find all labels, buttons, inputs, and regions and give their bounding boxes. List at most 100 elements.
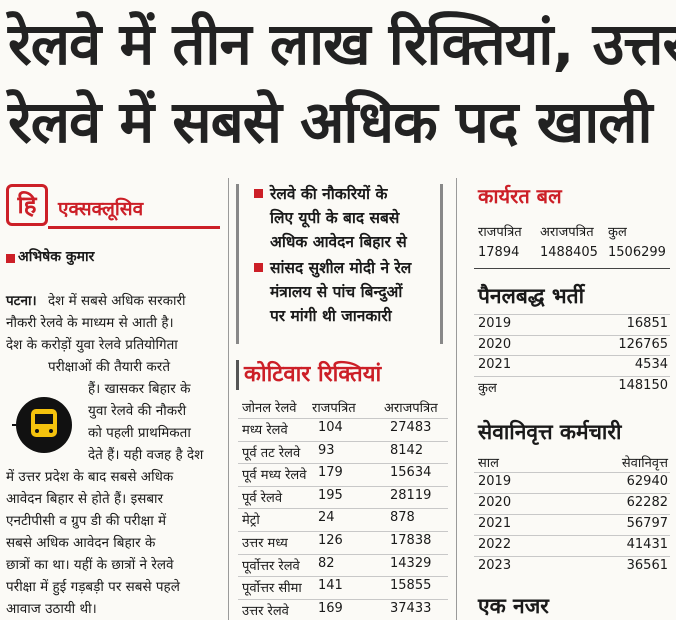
- byline: अभिषेक कुमार: [18, 249, 95, 265]
- row-rule: [474, 314, 670, 315]
- table-cell: 104: [318, 420, 343, 435]
- row-rule: [238, 508, 448, 510]
- table-header: जोनल रेलवे: [242, 401, 297, 416]
- section-heading: सेवानिवृत्त कर्मचारी: [478, 420, 622, 444]
- row-label: उत्तर रेलवे: [242, 603, 289, 619]
- body-line: में उत्तर प्रदेश के बाद सबसे अधिक: [6, 469, 174, 485]
- row-label: उत्तर मध्य: [242, 536, 288, 551]
- body-line: एनटीपीसी व ग्रुप डी की परीक्षा में: [6, 513, 167, 529]
- bullet-line: पर मांगी थी जानकारी: [270, 307, 392, 325]
- row-rule: [238, 485, 448, 487]
- column-rule: [228, 178, 229, 620]
- rule: [474, 268, 670, 269]
- section-heading: कोटिवार रिक्तियां: [244, 362, 382, 387]
- heading-rule: [236, 360, 239, 390]
- body-line: आवेदन बिहार से होते हैं। इसबार: [6, 491, 164, 507]
- table-header: सेवानिवृत्त: [621, 456, 668, 471]
- bullet-line: अधिक आवेदन बिहार से: [270, 233, 407, 251]
- table-cell: 27483: [390, 420, 432, 435]
- table-header: राजपत्रित: [312, 401, 356, 416]
- table-cell: 169: [318, 600, 343, 616]
- bullet-line: रेलवे की नौकरियों के: [270, 185, 388, 203]
- table-cell: 126: [318, 533, 343, 548]
- headline-line: रेलवे में तीन लाख रिक्तियां, उत्तर: [8, 10, 676, 78]
- row-label: मेट्रो: [242, 513, 260, 529]
- bullet-line: मंत्रालय से पांच बिन्दुओं: [270, 283, 403, 301]
- train-icon: [12, 397, 72, 453]
- table-cell: 41431: [626, 537, 668, 552]
- row-label: कुल: [478, 380, 497, 396]
- row-label: 2022: [478, 537, 512, 552]
- row-rule: [238, 440, 448, 442]
- row-rule: [238, 553, 448, 555]
- table-cell: 36561: [626, 558, 668, 573]
- row-label: मध्य रेलवे: [242, 423, 288, 438]
- body-line: आवाज उठायी थी।: [6, 601, 97, 617]
- box-rule: [236, 184, 239, 344]
- headline-line: रेलवे में सबसे अधिक पद खाली: [8, 88, 653, 156]
- table-cell: 17838: [390, 533, 432, 548]
- row-label: 2021: [478, 357, 512, 372]
- row-label: पूर्व रेलवे: [242, 490, 283, 506]
- row-rule: [474, 556, 670, 557]
- table-cell: 16851: [626, 316, 668, 331]
- table-cell: 37433: [390, 600, 432, 616]
- row-label: 2023: [478, 558, 512, 573]
- table-header: कुल: [608, 225, 627, 240]
- row-rule: [474, 535, 670, 536]
- table-cell: 93: [318, 442, 335, 458]
- row-label: पूर्व मध्य रेलवे: [242, 468, 307, 484]
- body-line: को पहली प्राथमिकता: [88, 425, 191, 441]
- exclusive-label: एक्सक्लूसिव: [58, 198, 144, 220]
- body-line: परीक्षाओं की तैयारी करते: [48, 359, 171, 375]
- row-label: 2020: [478, 336, 512, 352]
- table-cell: 62282: [626, 495, 668, 510]
- table-cell: 14329: [390, 555, 432, 571]
- row-rule: [238, 576, 448, 578]
- body-line: युवा रेलवे की नौकरी: [88, 403, 187, 419]
- table-cell: 4534: [634, 357, 668, 372]
- row-label: पूर्वोत्तर रेलवे: [242, 558, 300, 574]
- table-cell: 878: [390, 510, 415, 526]
- table-cell: 126765: [618, 336, 668, 352]
- table-cell: 15634: [390, 465, 432, 481]
- bullet-marker: [254, 263, 263, 272]
- section-heading: पैनलबद्ध भर्ती: [478, 284, 585, 308]
- row-rule: [238, 598, 448, 600]
- row-label: पूर्वोत्तर सीमा: [242, 581, 302, 597]
- row-rule: [474, 514, 670, 515]
- table-cell: 15855: [390, 578, 432, 594]
- table-cell: 24: [318, 510, 335, 526]
- section-heading: कार्यरत बल: [478, 184, 562, 208]
- section-heading: एक नजर: [478, 594, 549, 618]
- body-line: हैं। खासकर बिहार के: [88, 381, 191, 397]
- logo: हि: [6, 184, 48, 226]
- body-line: सबसे अधिक आवेदन बिहार के: [6, 535, 156, 551]
- table-cell: 148150: [618, 377, 668, 393]
- table-header: साल: [478, 456, 499, 471]
- row-rule: [238, 418, 448, 419]
- row-rule: [474, 334, 670, 336]
- row-rule: [238, 463, 448, 465]
- row-label: 2019: [478, 474, 512, 489]
- table-header: अराजपत्रित: [540, 225, 594, 240]
- box-rule: [440, 184, 443, 344]
- table-cell: 1488405: [540, 245, 598, 260]
- body-line: देते हैं। यही वजह है देश: [88, 447, 204, 463]
- body-line: परीक्षा में हुई गड़बड़ी पर सबसे पहले: [6, 579, 180, 595]
- row-label: 2020: [478, 495, 512, 510]
- body-line: देश में सबसे अधिक सरकारी: [48, 293, 186, 309]
- table-cell: 8142: [390, 442, 424, 458]
- table-cell: 195: [318, 487, 343, 503]
- body-line: नौकरी रेलवे के माध्यम से आती है।: [6, 315, 174, 331]
- row-label: 2021: [478, 516, 512, 531]
- table-cell: 17894: [478, 245, 520, 260]
- row-rule: [238, 531, 448, 532]
- row-rule: [474, 472, 670, 473]
- dateline: पटना।: [6, 293, 37, 309]
- body-line: छात्रों का था। यहीं के छात्रों ने रेलवे: [6, 557, 174, 573]
- table-cell: 62940: [626, 474, 668, 489]
- bullet-line: लिए यूपी के बाद सबसे: [270, 209, 400, 227]
- rule: [48, 226, 220, 229]
